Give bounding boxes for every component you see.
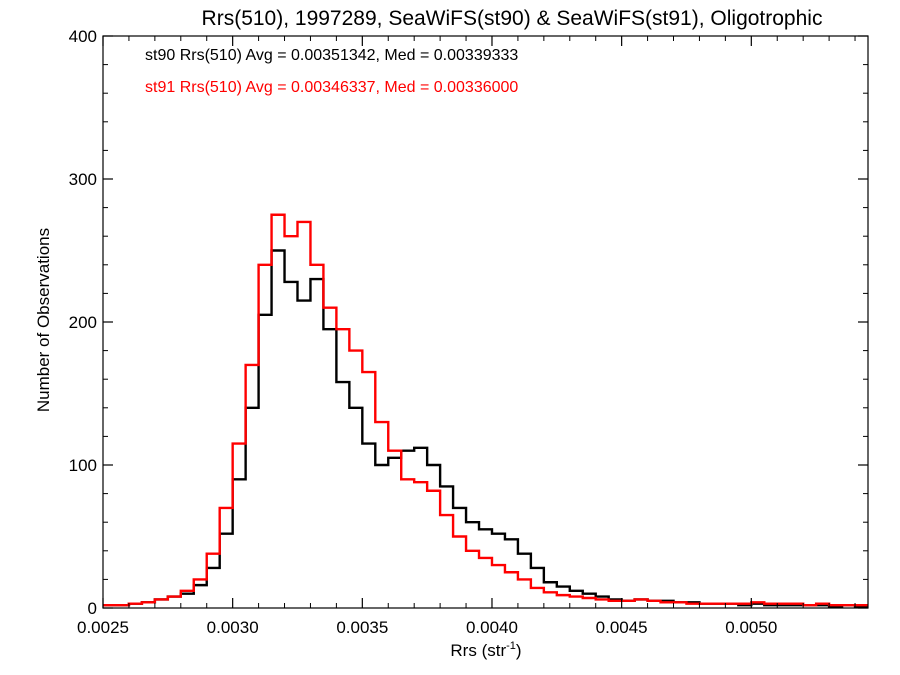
chart-title: Rrs(510), 1997289, SeaWiFS(st90) & SeaWi… — [202, 7, 823, 30]
x-axis-label-main: Rrs (str — [450, 641, 506, 660]
legend-entry-st90: st90 Rrs(510) Avg = 0.00351342, Med = 0.… — [145, 47, 518, 64]
x-tick-label: 0.0025 — [77, 618, 129, 637]
y-axis-label: Number of Observations — [34, 228, 53, 412]
y-tick-label: 200 — [69, 313, 97, 332]
y-tick-label: 300 — [69, 170, 97, 189]
x-tick-label: 0.0050 — [725, 618, 777, 637]
x-tick-label: 0.0040 — [466, 618, 518, 637]
x-tick-label: 0.0035 — [336, 618, 388, 637]
y-tick-label: 100 — [69, 456, 97, 475]
legend-entry-st91: st91 Rrs(510) Avg = 0.00346337, Med = 0.… — [145, 79, 518, 96]
plot-frame — [102, 35, 869, 609]
x-tick-label: 0.0030 — [207, 618, 259, 637]
series-line-st91 — [103, 213, 868, 607]
axis-ticks: 0.0025 0.0030 0.0035 0.0040 0.0045 0.0050 0 100… — [69, 27, 868, 637]
x-axis-label-superscript: -1 — [506, 640, 516, 652]
y-tick-label: 400 — [69, 27, 97, 46]
x-tick-label: 0.0045 — [596, 618, 648, 637]
series-layer — [103, 213, 868, 608]
x-axis-label-close: ) — [516, 641, 522, 660]
x-axis-label: Rrs (str-1) — [450, 640, 521, 660]
y-tick-label: 0 — [88, 599, 97, 618]
